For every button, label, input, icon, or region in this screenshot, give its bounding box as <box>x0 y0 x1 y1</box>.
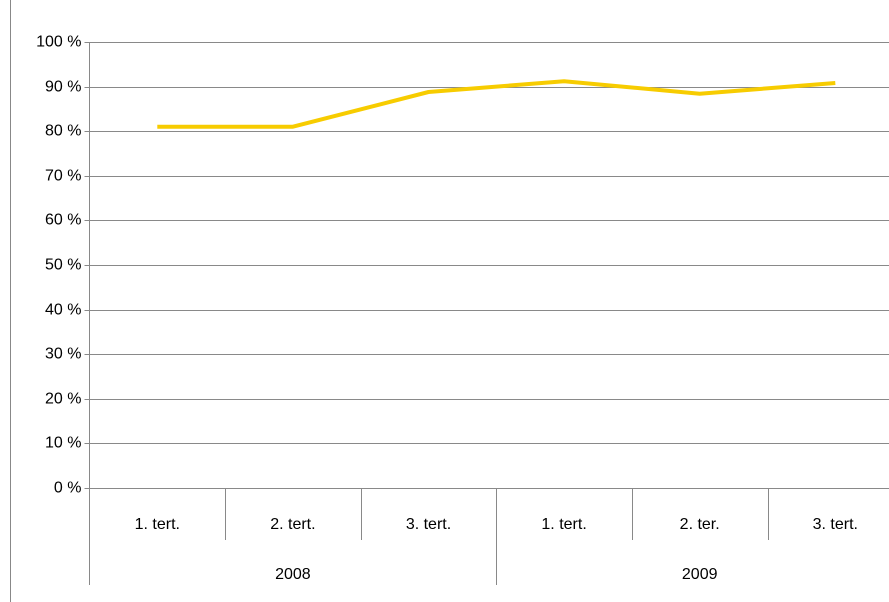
group-label: 2008 <box>275 566 311 583</box>
data-line <box>157 79 836 129</box>
x-tick-label: 3. tert. <box>406 516 451 533</box>
x-tick-label: 1. tert. <box>541 516 586 533</box>
y-tick-label: 90 % <box>45 79 81 96</box>
x-tick-label: 3. tert. <box>813 516 858 533</box>
group-label: 2009 <box>682 566 718 583</box>
y-tick-label: 60 % <box>45 212 81 229</box>
x-tick-label: 2. tert. <box>270 516 315 533</box>
x-tick-label: 1. tert. <box>135 516 180 533</box>
y-tick-label: 0 % <box>54 480 82 497</box>
y-tick-label: 40 % <box>45 302 81 319</box>
y-tick-label: 10 % <box>45 435 81 452</box>
x-tick-label: 2. ter. <box>680 516 720 533</box>
y-tick-label: 100 % <box>36 34 81 51</box>
y-tick-label: 70 % <box>45 168 81 185</box>
y-tick-label: 80 % <box>45 123 81 140</box>
y-tick-label: 50 % <box>45 257 81 274</box>
y-tick-label: 30 % <box>45 346 81 363</box>
y-tick-label: 20 % <box>45 391 81 408</box>
